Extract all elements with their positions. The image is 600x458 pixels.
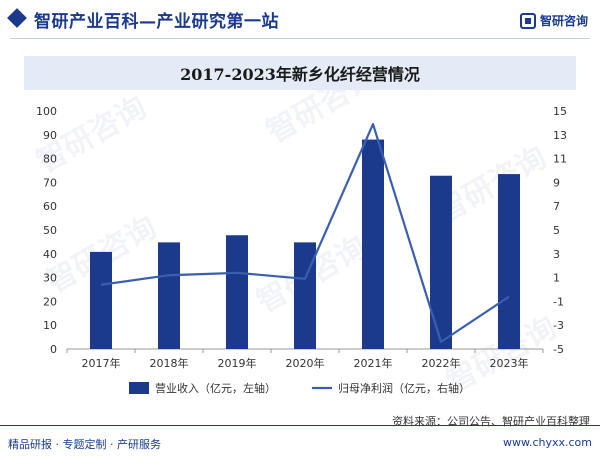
bar	[294, 242, 316, 349]
legend-label-line: 归母净利润（亿元，右轴）	[338, 381, 470, 395]
bar	[430, 175, 452, 349]
y-right-tick-label: -5	[553, 343, 564, 356]
bar	[158, 242, 180, 349]
y-right-tick-label: -3	[553, 319, 564, 332]
y-left-tick-label: 100	[36, 105, 57, 118]
brand-name: 智研咨询	[539, 14, 588, 28]
y-left-tick-label: 40	[43, 248, 57, 261]
y-left-tick-label: 30	[43, 272, 57, 285]
header-divider	[10, 38, 590, 39]
x-tick-label: 2023年	[490, 356, 529, 370]
x-tick-label: 2019年	[218, 356, 257, 370]
y-left-tick-label: 0	[50, 343, 57, 356]
x-tick-label: 2020年	[286, 356, 325, 370]
legend-swatch-bar	[129, 382, 149, 394]
y-left-tick-label: 50	[43, 224, 57, 237]
x-tick-label: 2021年	[354, 356, 393, 370]
y-left-tick-label: 70	[43, 176, 57, 189]
y-left-tick-label: 60	[43, 200, 57, 213]
y-left-tick-label: 80	[43, 153, 57, 166]
y-left-tick-label: 90	[43, 129, 57, 142]
y-right-tick-label: 13	[553, 129, 567, 142]
y-right-tick-label: 9	[553, 176, 560, 189]
footer-url[interactable]: www.chyxx.com	[502, 436, 592, 449]
x-tick-label: 2018年	[150, 356, 189, 370]
site-title: 智研产业百科—产业研究第一站	[34, 12, 279, 32]
x-tick-label: 2022年	[422, 356, 461, 370]
y-left-tick-label: 10	[43, 319, 57, 332]
footer-divider	[0, 425, 600, 426]
chart-title: 2017-2023年新乡化纤经营情况	[180, 65, 420, 84]
bar	[90, 251, 112, 349]
y-right-tick-label: 15	[553, 105, 567, 118]
y-right-tick-label: 7	[553, 200, 560, 213]
y-right-tick-label: 11	[553, 153, 567, 166]
page-header: 智研产业百科—产业研究第一站 智研咨询	[0, 0, 600, 40]
brand-logo[interactable]: 智研咨询	[519, 12, 588, 29]
data-source: 资料来源：公司公告、智研产业百科整理	[392, 415, 590, 428]
y-left-tick-label: 20	[43, 295, 57, 308]
y-right-tick-label: 3	[553, 248, 560, 261]
bar	[226, 235, 248, 349]
bar	[362, 139, 384, 349]
y-right-tick-label: 5	[553, 224, 560, 237]
brand-logo-icon	[519, 12, 536, 29]
y-right-tick-label: -1	[553, 295, 564, 308]
chart-title-bar: 2017-2023年新乡化纤经营情况	[24, 56, 576, 90]
bar	[498, 174, 520, 349]
y-right-tick-label: 1	[553, 272, 560, 285]
legend-label-bar: 营业收入（亿元，左轴）	[155, 381, 276, 395]
footer-tagline: 精品研报 · 专题定制 · 产研服务	[8, 438, 161, 451]
x-tick-label: 2017年	[82, 356, 121, 370]
